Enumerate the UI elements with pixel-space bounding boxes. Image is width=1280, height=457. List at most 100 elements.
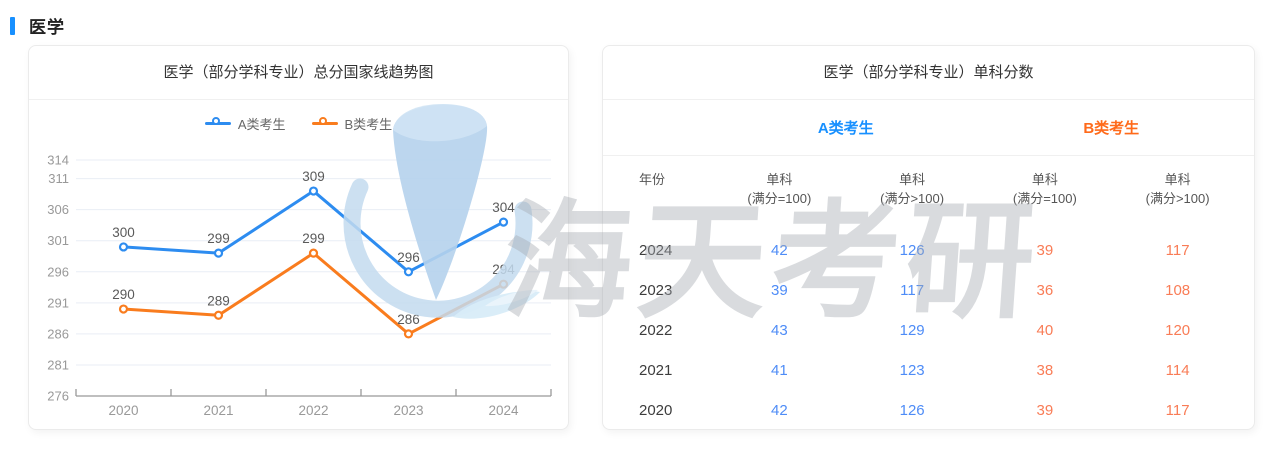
- column-header-row: 年份 单科 (满分=100) 单科 (满分>100) 单科 (满分=100) 单科 (满…: [603, 156, 1254, 216]
- data-label: 286: [397, 312, 420, 327]
- data-label: 290: [112, 287, 135, 302]
- score-cell: 40: [1036, 321, 1054, 339]
- y-axis-tick-label: 314: [47, 153, 69, 168]
- score-cell: 126: [899, 401, 925, 419]
- column-header-line2: (满分>100): [880, 191, 945, 206]
- year-cell: 2020: [639, 401, 673, 419]
- score-cell: 114: [1165, 361, 1190, 379]
- data-label: 300: [112, 225, 135, 240]
- page-title: 医学: [29, 18, 65, 37]
- series-line-B类考生: [122, 251, 505, 336]
- year-cell: 2023: [639, 281, 673, 299]
- score-cell: 42: [771, 401, 788, 419]
- data-point: [403, 267, 414, 277]
- trend-line-chart: 314 311 306 301 296 291 286 281 276 2020 2021 2022 2…: [47, 153, 552, 418]
- y-axis-tick-label: 301: [47, 233, 69, 248]
- table-row: 2022 43 129 40 120: [633, 310, 1244, 350]
- page-header: 医学: [0, 0, 1280, 38]
- column-header-b2: 单科 (满分>100): [1111, 170, 1244, 216]
- y-axis-tick-label: 281: [47, 357, 69, 372]
- y-axis-tick-label: 296: [47, 264, 69, 279]
- column-header-line1: 单科: [1164, 172, 1191, 187]
- chart-legend: A类考生 B类考生: [29, 100, 568, 146]
- table-row: 2021 41 123 38 114: [633, 350, 1244, 390]
- score-cell: 108: [1165, 281, 1191, 299]
- data-point: [403, 329, 414, 339]
- x-axis-tick-label: 2022: [298, 403, 328, 418]
- data-label: 309: [302, 169, 325, 184]
- legend-label: A类考生: [237, 116, 286, 132]
- score-cell: 38: [1036, 361, 1054, 379]
- column-header-line1: 单科: [766, 172, 793, 187]
- chart-panel-title: 医学（部分学科专业）总分国家线趋势图: [29, 46, 568, 100]
- x-axis-tick-label: 2023: [393, 403, 423, 418]
- data-label: 296: [397, 250, 420, 265]
- data-point: [213, 310, 224, 320]
- score-cell: 39: [1036, 401, 1054, 419]
- legend-line-circle-icon: [311, 117, 338, 128]
- table-panel-title: 医学（部分学科专业）单科分数: [603, 46, 1254, 100]
- score-cell: 120: [1165, 321, 1191, 339]
- year-cell: 2024: [639, 241, 673, 259]
- score-cell: 42: [771, 241, 788, 259]
- data-point: [308, 248, 319, 258]
- y-axis-tick-label: 276: [47, 389, 69, 404]
- data-point: [498, 217, 509, 227]
- year-cell: 2021: [639, 361, 673, 379]
- group-header-row: A类考生 B类考生: [603, 100, 1254, 156]
- score-cell: 117: [1165, 241, 1190, 259]
- data-point: [118, 242, 129, 252]
- data-point: [498, 279, 509, 289]
- y-axis-tick-label: 311: [48, 171, 69, 186]
- y-axis-tick-label: 306: [47, 202, 69, 217]
- chart-body: A类考生 B类考生 314 311 306 301 296 291 286 281 276 2020…: [29, 100, 568, 429]
- score-cell: 36: [1036, 281, 1054, 299]
- score-cell: 39: [771, 281, 788, 299]
- x-axis-tick-label: 2020: [108, 403, 138, 418]
- data-label: 289: [207, 293, 230, 308]
- score-cell: 39: [1036, 241, 1054, 259]
- column-header-line2: (满分=100): [747, 191, 812, 206]
- column-header-line2: (满分=100): [1012, 191, 1077, 206]
- score-cell: 43: [771, 321, 788, 339]
- score-cell: 41: [771, 361, 788, 379]
- column-header-line1: 单科: [1031, 172, 1058, 187]
- table-body: 2024 42 126 39 117 2023 39 117 36 108 2022 43 129 40 1…: [603, 216, 1254, 430]
- table-row: 2024 42 126 39 117: [633, 230, 1244, 270]
- panels-container: 医学（部分学科专业）总分国家线趋势图 A类考生 B类考生 314 311 306 301…: [28, 45, 1255, 430]
- year-cell: 2022: [639, 321, 673, 339]
- column-header-a1: 单科 (满分=100): [713, 170, 846, 216]
- data-point: [118, 304, 129, 314]
- data-label: 299: [302, 231, 325, 246]
- scores-table-panel: 医学（部分学科专业）单科分数 A类考生 B类考生 年份 单科 (满分=100) 单…: [602, 45, 1255, 430]
- x-axis-tick-label: 2021: [203, 403, 233, 418]
- group-label-b: B类考生: [1083, 120, 1140, 137]
- score-cell: 117: [900, 281, 925, 299]
- legend-label: B类考生: [344, 116, 393, 132]
- legend-item-b[interactable]: B类考生: [311, 114, 393, 133]
- legend-line-circle-icon: [204, 117, 231, 128]
- data-label: 299: [207, 231, 230, 246]
- x-axis-tick-label: 2024: [488, 403, 519, 418]
- column-header-line1: 单科: [899, 172, 926, 187]
- data-point: [308, 186, 319, 196]
- score-cell: 129: [899, 321, 925, 339]
- score-cell: 126: [899, 241, 925, 259]
- y-axis-tick-label: 291: [47, 295, 69, 310]
- legend-item-a[interactable]: A类考生: [204, 114, 286, 133]
- column-header-year: 年份: [639, 172, 666, 187]
- data-point: [213, 248, 224, 258]
- trend-chart-panel: 医学（部分学科专业）总分国家线趋势图 A类考生 B类考生 314 311 306 301…: [28, 45, 569, 430]
- column-header-line2: (满分>100): [1145, 191, 1210, 206]
- accent-bar: [10, 16, 15, 35]
- y-axis-tick-label: 286: [47, 326, 69, 341]
- table-row: 2023 39 117 36 108: [633, 270, 1244, 310]
- table-row: 2020 42 126 39 117: [633, 390, 1244, 430]
- data-label: 304: [492, 200, 515, 215]
- score-cell: 123: [899, 361, 925, 379]
- column-header-a2: 单科 (满分>100): [846, 170, 979, 216]
- group-label-a: A类考生: [817, 120, 874, 137]
- data-label: 294: [492, 262, 515, 277]
- column-header-b1: 单科 (满分=100): [979, 170, 1112, 216]
- score-cell: 117: [1165, 401, 1190, 419]
